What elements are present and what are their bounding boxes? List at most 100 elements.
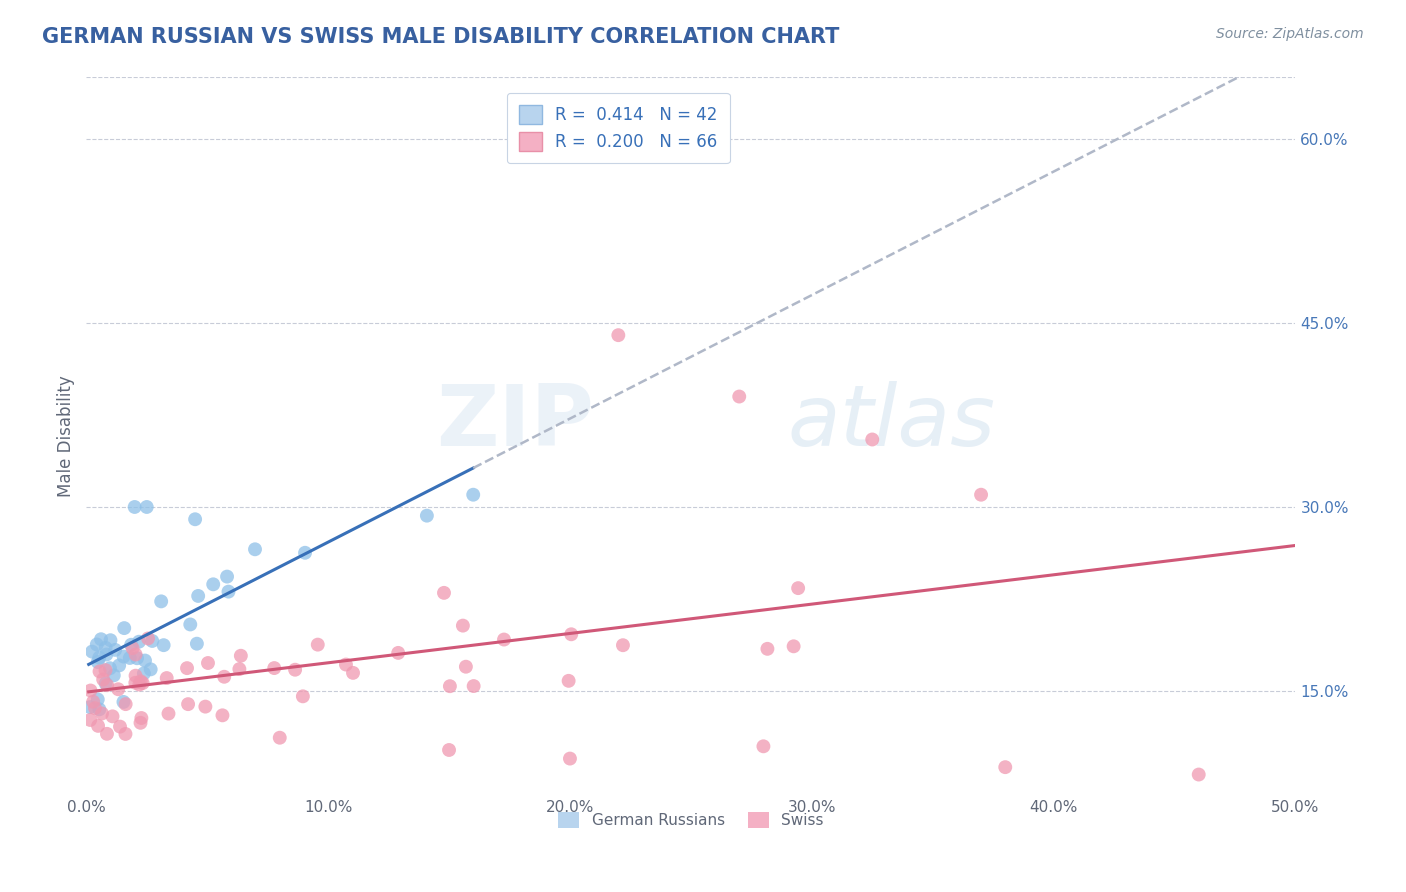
Point	[150, 594, 173, 608]
Point	[132, 666, 155, 681]
Point	[101, 709, 124, 723]
Point	[80, 644, 103, 658]
Point	[557, 673, 579, 688]
Point	[787, 581, 810, 595]
Point	[112, 649, 135, 664]
Point	[560, 627, 582, 641]
Point	[96, 727, 118, 741]
Point	[124, 675, 146, 690]
Point	[211, 708, 233, 723]
Point	[98, 661, 121, 675]
Point	[152, 638, 174, 652]
Point	[128, 677, 150, 691]
Point	[263, 661, 285, 675]
Point	[96, 648, 118, 662]
Point	[86, 638, 108, 652]
Point	[114, 727, 136, 741]
Point	[176, 661, 198, 675]
Point	[184, 512, 207, 526]
Point	[129, 715, 152, 730]
Y-axis label: Male Disability: Male Disability	[58, 376, 75, 498]
Point	[118, 651, 141, 665]
Point	[82, 695, 104, 709]
Point	[454, 659, 477, 673]
Point	[492, 632, 515, 647]
Point	[284, 663, 307, 677]
Point	[187, 589, 209, 603]
Point	[269, 731, 291, 745]
Point	[194, 699, 217, 714]
Point	[335, 657, 357, 672]
Point	[103, 668, 125, 682]
Point	[342, 665, 364, 680]
Point	[612, 638, 634, 652]
Point	[134, 654, 156, 668]
Point	[136, 632, 159, 646]
Point	[94, 676, 117, 690]
Point	[387, 646, 409, 660]
Point	[120, 638, 142, 652]
Point	[558, 751, 581, 765]
Point	[156, 671, 179, 685]
Point	[451, 618, 474, 632]
Point	[970, 488, 993, 502]
Point	[212, 670, 235, 684]
Point	[100, 633, 122, 648]
Point	[87, 655, 110, 669]
Point	[463, 679, 485, 693]
Point	[121, 641, 143, 656]
Point	[96, 678, 118, 692]
Text: ZIP: ZIP	[436, 381, 595, 464]
Point	[124, 500, 146, 514]
Point	[124, 648, 146, 662]
Point	[87, 719, 110, 733]
Point	[131, 711, 153, 725]
Point	[79, 683, 101, 698]
Point	[87, 692, 110, 706]
Point	[728, 390, 751, 404]
Point	[108, 720, 131, 734]
Point	[186, 637, 208, 651]
Point	[179, 617, 201, 632]
Point	[91, 673, 114, 687]
Point	[141, 634, 163, 648]
Point	[128, 634, 150, 648]
Point	[439, 679, 461, 693]
Point	[607, 328, 630, 343]
Point	[112, 695, 135, 709]
Point	[202, 577, 225, 591]
Point	[79, 700, 101, 714]
Point	[228, 662, 250, 676]
Point	[215, 569, 238, 583]
Point	[108, 658, 131, 673]
Point	[79, 713, 101, 727]
Point	[994, 760, 1017, 774]
Point	[104, 643, 127, 657]
Point	[433, 586, 456, 600]
Point	[84, 701, 107, 715]
Point	[1188, 767, 1211, 781]
Point	[416, 508, 439, 523]
Legend: German Russians, Swiss: German Russians, Swiss	[553, 806, 830, 834]
Point	[124, 668, 146, 682]
Point	[89, 702, 111, 716]
Point	[229, 648, 252, 663]
Point	[131, 676, 153, 690]
Text: GERMAN RUSSIAN VS SWISS MALE DISABILITY CORRELATION CHART: GERMAN RUSSIAN VS SWISS MALE DISABILITY …	[42, 27, 839, 46]
Point	[294, 546, 316, 560]
Point	[756, 641, 779, 656]
Point	[157, 706, 180, 721]
Point	[752, 739, 775, 754]
Point	[91, 706, 114, 721]
Point	[243, 542, 266, 557]
Point	[135, 500, 157, 514]
Point	[112, 621, 135, 635]
Point	[94, 640, 117, 655]
Point	[197, 656, 219, 670]
Point	[291, 690, 314, 704]
Point	[437, 743, 460, 757]
Point	[463, 488, 485, 502]
Point	[307, 638, 329, 652]
Point	[89, 665, 111, 679]
Point	[139, 662, 162, 676]
